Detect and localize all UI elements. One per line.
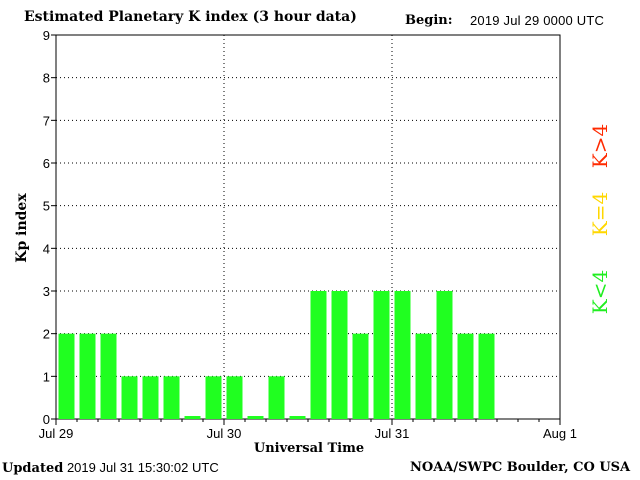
legend-k-equals-4: K=4 [588,191,612,237]
updated-timestamp: Updated 2019 Jul 31 15:30:02 UTC [2,460,219,476]
kp-bar [457,333,474,419]
begin-label: Begin: [405,13,453,28]
y-tick-label: 1 [43,369,50,384]
legend-k-above-4: K>4 [588,123,612,169]
kp-bar [289,416,306,419]
kp-bar [415,333,432,419]
kp-bar [184,416,201,419]
kp-bar [268,376,285,419]
kp-bar [436,291,453,419]
plot-frame [55,34,561,420]
begin-value: 2019 Jul 29 0000 UTC [470,13,605,28]
kp-bar [478,333,495,419]
updated-value: 2019 Jul 31 15:30:02 UTC [66,460,219,475]
kp-bar [205,376,222,419]
source-credit: NOAA/SWPC Boulder, CO USA [410,460,631,475]
chart-title: Estimated Planetary K index (3 hour data… [24,9,357,25]
kp-bar [121,376,138,419]
kp-bar [373,291,390,419]
y-tick-label: 7 [43,113,50,128]
x-axis-label: Universal Time [253,441,365,456]
kp-bar [310,291,327,419]
y-tick-label: 9 [43,28,50,43]
x-tick-label: Aug 1 [543,426,577,441]
kp-bar [247,416,264,419]
y-tick-label: 3 [43,284,50,299]
kp-bar [163,376,180,419]
x-tick-label: Jul 29 [39,426,74,441]
kp-bar [79,333,96,419]
y-axis-label: Kp index [14,193,30,263]
kp-bar [226,376,243,419]
y-tick-label: 5 [43,199,50,214]
kp-bar [352,333,369,419]
kp-bar [142,376,159,419]
updated-label: Updated [2,461,64,476]
x-tick-label: Jul 30 [207,426,242,441]
y-tick-label: 0 [43,412,50,427]
kp-bar [58,333,75,419]
kp-bar [100,333,117,419]
y-tick-label: 2 [43,327,50,342]
legend-k-below-4: K<4 [588,269,612,315]
y-tick-label: 4 [43,241,50,256]
kp-bar [331,291,348,419]
kp-bar [394,291,411,419]
y-tick-label: 8 [43,71,50,86]
y-tick-label: 6 [43,156,50,171]
x-tick-label: Jul 31 [375,426,410,441]
